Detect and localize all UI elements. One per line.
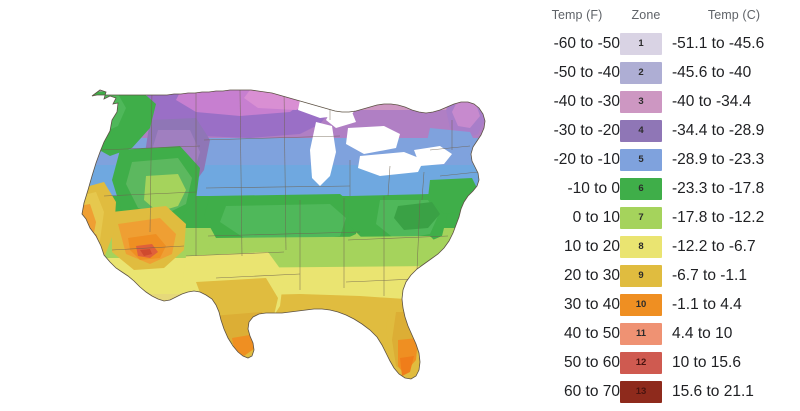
legend-row: 60 to 70 13 15.6 to 21.1 bbox=[534, 377, 796, 406]
legend-temp-fahrenheit: -20 to -10 bbox=[553, 150, 620, 168]
header-temp-fahrenheit: Temp (F) bbox=[551, 8, 603, 22]
legend-temp-celsius: 10 to 15.6 bbox=[672, 353, 741, 371]
map-svg bbox=[81, 89, 486, 380]
header-zone: Zone bbox=[631, 8, 661, 22]
legend-temp-celsius: -12.2 to -6.7 bbox=[672, 237, 756, 255]
header-temp-celsius: Temp (C) bbox=[707, 8, 761, 22]
legend-zone-cell: 9 bbox=[620, 261, 672, 290]
legend-temp-celsius: -34.4 to -28.9 bbox=[672, 121, 765, 139]
map-panel bbox=[81, 89, 486, 380]
legend-temp-fahrenheit: -60 to -50 bbox=[553, 34, 620, 52]
legend-temp-celsius: -51.1 to -45.6 bbox=[672, 34, 765, 52]
legend-zone-cell: 6 bbox=[620, 174, 672, 203]
legend-row: -30 to -20 4 -34.4 to -28.9 bbox=[534, 116, 796, 145]
legend-temp-celsius: 4.4 to 10 bbox=[672, 324, 733, 342]
zone-color-swatch: 3 bbox=[620, 90, 662, 113]
legend-zone-cell: 3 bbox=[620, 87, 672, 116]
legend-row: 30 to 40 10 -1.1 to 4.4 bbox=[534, 290, 796, 319]
legend-row: -20 to -10 5 -28.9 to -23.3 bbox=[534, 145, 796, 174]
legend-temp-fahrenheit: 40 to 50 bbox=[563, 324, 620, 342]
zone-color-swatch: 5 bbox=[620, 148, 662, 171]
map-zone-bands bbox=[82, 90, 485, 379]
legend-zone-cell: 13 bbox=[620, 377, 672, 406]
legend-temp-fahrenheit: 60 to 70 bbox=[563, 382, 620, 400]
legend-temp-celsius: 15.6 to 21.1 bbox=[672, 382, 754, 400]
legend-temp-celsius: -45.6 to -40 bbox=[672, 63, 752, 81]
legend-zone-cell: 1 bbox=[620, 29, 672, 58]
legend-zone-cell: 2 bbox=[620, 58, 672, 87]
zone-color-swatch: 7 bbox=[620, 206, 662, 229]
legend-temp-celsius: -28.9 to -23.3 bbox=[672, 150, 765, 168]
zone-legend-table: Temp (F) Zone Temp (C) -60 to -50 1 -51.1 … bbox=[534, 8, 796, 406]
legend-zone-cell: 5 bbox=[620, 145, 672, 174]
legend-panel: Temp (F) Zone Temp (C) -60 to -50 1 -51.1 … bbox=[530, 0, 800, 411]
legend-temp-celsius: -17.8 to -12.2 bbox=[672, 208, 765, 226]
zone-color-swatch: 1 bbox=[620, 32, 662, 55]
legend-temp-celsius: -40 to -34.4 bbox=[672, 92, 752, 110]
legend-row: -50 to -40 2 -45.6 to -40 bbox=[534, 58, 796, 87]
legend-row: -40 to -30 3 -40 to -34.4 bbox=[534, 87, 796, 116]
zone-color-swatch: 12 bbox=[620, 351, 662, 374]
legend-temp-fahrenheit: -30 to -20 bbox=[553, 121, 620, 139]
legend-temp-celsius: -6.7 to -1.1 bbox=[672, 266, 747, 284]
legend-zone-cell: 11 bbox=[620, 319, 672, 348]
legend-temp-fahrenheit: -50 to -40 bbox=[553, 63, 620, 81]
legend-temp-celsius: -23.3 to -17.8 bbox=[672, 179, 765, 197]
zone-color-swatch: 9 bbox=[620, 264, 662, 287]
legend-temp-fahrenheit: 10 to 20 bbox=[563, 237, 620, 255]
legend-row: 50 to 60 12 10 to 15.6 bbox=[534, 348, 796, 377]
legend-temp-fahrenheit: 50 to 60 bbox=[563, 353, 620, 371]
zone-color-swatch: 10 bbox=[620, 293, 662, 316]
legend-row: 40 to 50 11 4.4 to 10 bbox=[534, 319, 796, 348]
legend-row: 20 to 30 9 -6.7 to -1.1 bbox=[534, 261, 796, 290]
legend-temp-celsius: -1.1 to 4.4 bbox=[672, 295, 742, 313]
legend-row: 0 to 10 7 -17.8 to -12.2 bbox=[534, 203, 796, 232]
legend-temp-fahrenheit: 20 to 30 bbox=[563, 266, 620, 284]
legend-zone-cell: 10 bbox=[620, 290, 672, 319]
zone-color-swatch: 4 bbox=[620, 119, 662, 142]
zone-color-swatch: 6 bbox=[620, 177, 662, 200]
legend-temp-fahrenheit: -10 to 0 bbox=[567, 179, 620, 197]
zone-color-swatch: 2 bbox=[620, 61, 662, 84]
legend-zone-cell: 4 bbox=[620, 116, 672, 145]
legend-temp-fahrenheit: 0 to 10 bbox=[572, 208, 620, 226]
legend-header-row: Temp (F) Zone Temp (C) bbox=[534, 8, 796, 29]
zone-color-swatch: 11 bbox=[620, 322, 662, 345]
zone-color-swatch: 13 bbox=[620, 380, 662, 403]
legend-rows: -60 to -50 1 -51.1 to -45.6 -50 to -40 2 -45.… bbox=[534, 29, 796, 406]
usa-hardiness-map bbox=[81, 89, 486, 380]
legend-row: -60 to -50 1 -51.1 to -45.6 bbox=[534, 29, 796, 58]
state-boundaries bbox=[99, 90, 479, 296]
legend-temp-fahrenheit: 30 to 40 bbox=[563, 295, 620, 313]
legend-zone-cell: 7 bbox=[620, 203, 672, 232]
legend-row: 10 to 20 8 -12.2 to -6.7 bbox=[534, 232, 796, 261]
legend-zone-cell: 8 bbox=[620, 232, 672, 261]
national-outline bbox=[81, 89, 486, 380]
legend-temp-fahrenheit: -40 to -30 bbox=[553, 92, 620, 110]
zone-color-swatch: 8 bbox=[620, 235, 662, 258]
legend-row: -10 to 0 6 -23.3 to -17.8 bbox=[534, 174, 796, 203]
legend-zone-cell: 12 bbox=[620, 348, 672, 377]
